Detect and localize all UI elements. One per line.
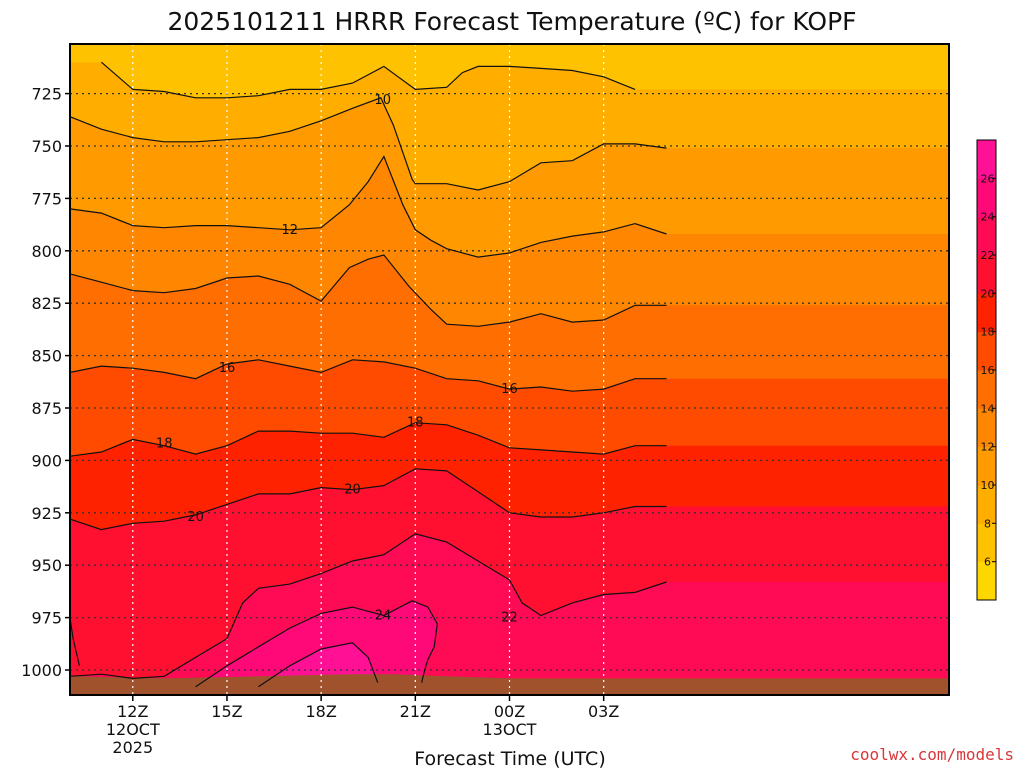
colorbar-label-12: 12 (981, 441, 995, 454)
x-tick-label-12-1: 12OCT (106, 720, 160, 739)
contour-20 (70, 468, 667, 531)
colorbar-label-10: 10 (981, 479, 995, 492)
y-tick-label-850: 850 (31, 347, 62, 366)
colorbar-label-24: 24 (981, 211, 995, 224)
y-tick-label-750: 750 (31, 137, 62, 156)
y-tick-label-725: 725 (31, 85, 62, 104)
y-tick-label-975: 975 (31, 609, 62, 628)
colorbar-swatch-12 (977, 408, 996, 448)
x-tick-label-12-0: 12Z (117, 702, 148, 721)
colorbar-label-14: 14 (981, 402, 995, 415)
colorbar-label-26: 26 (981, 172, 995, 185)
colorbar-swatch-22 (977, 216, 996, 256)
colorbar-swatch-18 (977, 293, 996, 333)
y-tick-label-900: 900 (31, 451, 62, 470)
ground-layer (70, 674, 949, 695)
temperature-bands (70, 44, 949, 695)
x-tick-label-27-0: 03Z (588, 702, 619, 721)
contour-label-3: 16 (501, 382, 518, 397)
contour-label-9: 24 (375, 609, 392, 624)
colorbar-label-18: 18 (981, 326, 995, 339)
colorbar-swatch-26 (977, 140, 996, 179)
contour-label-4: 18 (156, 437, 173, 452)
colorbar-swatch-16 (977, 331, 996, 371)
credit-text: coolwx.com/models (850, 745, 1014, 764)
x-tick-label-12-2: 2025 (112, 738, 153, 757)
contour-lines (70, 61, 667, 688)
contour-24 (195, 600, 438, 688)
contour-16 (70, 359, 667, 392)
contour-18 (70, 422, 667, 457)
colorbar-label-16: 16 (981, 364, 995, 377)
contour-label-8: 22 (501, 611, 518, 626)
contour-label-7: 20 (344, 483, 361, 498)
x-tick-label-15-0: 15Z (211, 702, 242, 721)
contour-10 (70, 97, 667, 191)
y-tick-label-775: 775 (31, 189, 62, 208)
colorbar-swatch-10 (977, 446, 996, 486)
contour-8 (101, 61, 636, 99)
contour-label-1: 12 (282, 223, 299, 238)
colorbar-swatch-14 (977, 370, 996, 409)
colorbar-label-22: 22 (981, 249, 995, 262)
colorbar-swatch-8 (977, 485, 996, 524)
band-6-8 (70, 44, 949, 98)
colorbar-swatch-4 (977, 561, 996, 601)
contour-label-5: 18 (407, 416, 424, 431)
colorbar-label-6: 6 (984, 556, 991, 569)
chart-title: 2025101211 HRRR Forecast Temperature (ºC… (167, 7, 856, 36)
y-axis: 725 750 775 800 825 850 875 900 925 950 975 1000 (21, 85, 70, 680)
contour-12 (70, 155, 667, 258)
colorbar: 6 8 10 12 14 16 18 20 22 24 26 (976, 139, 997, 601)
contour-22 (70, 533, 667, 680)
x-tick-label-24-1: 13OCT (483, 720, 537, 739)
plot-area: 10 12 16 16 18 18 20 20 22 24 (69, 43, 950, 696)
band-24-26 (195, 600, 438, 695)
x-axis-label: Forecast Time (UTC) (414, 748, 605, 768)
y-tick-label-950: 950 (31, 556, 62, 575)
y-tick-label-825: 825 (31, 294, 62, 313)
colorbar-label-20: 20 (981, 287, 995, 300)
contour-label-6: 20 (187, 510, 204, 525)
colorbar-label-8: 8 (984, 517, 991, 530)
contour-label-2: 16 (219, 361, 236, 376)
ground-surface (70, 674, 949, 695)
colorbar-swatch-24 (977, 178, 996, 218)
y-tick-label-875: 875 (31, 399, 62, 418)
y-tick-label-925: 925 (31, 504, 62, 523)
x-tick-label-21-0: 21Z (400, 702, 431, 721)
grid-lines (70, 44, 949, 695)
y-tick-label-1000: 1000 (21, 661, 62, 680)
contour-labels: 10 12 16 16 18 18 20 20 22 24 (156, 93, 518, 626)
contour-6 (70, 617, 80, 666)
contour-14 (70, 254, 667, 327)
x-tick-label-24-0: 00Z (494, 702, 525, 721)
colorbar-swatch-20 (977, 255, 996, 294)
colorbar-swatch-6 (977, 523, 996, 563)
contour-26 (258, 642, 379, 688)
x-tick-label-18-0: 18Z (305, 702, 336, 721)
contour-label-0: 10 (374, 93, 391, 108)
y-tick-label-800: 800 (31, 242, 62, 261)
